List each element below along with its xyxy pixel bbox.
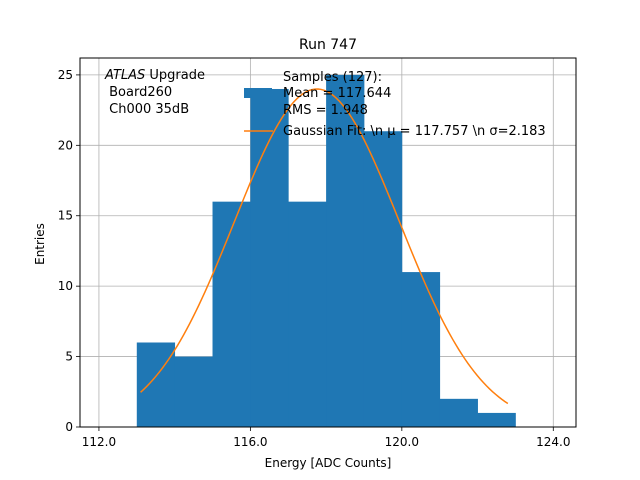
y-axis-ticks: 0 5 10 15 20 25 <box>58 68 80 434</box>
legend-hist-swatch <box>244 88 272 98</box>
histogram-bar <box>174 356 213 427</box>
histogram-bar <box>477 412 516 427</box>
y-tick-label: 5 <box>65 350 73 364</box>
annotation-channel: Ch000 35dB <box>105 102 189 117</box>
x-axis-ticks: 112.0 116.0 120.0 124.0 <box>82 427 570 449</box>
histogram-bar <box>250 88 289 427</box>
annotation-atlas: ATLAS <box>104 68 145 83</box>
legend-fit-label: Gaussian Fit: \n μ = 117.757 \n σ=2.183 <box>283 124 546 139</box>
x-tick-label: 112.0 <box>82 435 116 449</box>
x-tick-label: 124.0 <box>536 435 570 449</box>
annotation-board: Board260 <box>105 85 172 100</box>
legend: Samples (127): Mean = 117.644 RMS = 1.94… <box>244 70 546 139</box>
y-tick-label: 20 <box>58 138 73 152</box>
x-axis-label: Energy [ADC Counts] <box>265 456 392 470</box>
y-tick-label: 0 <box>65 420 73 434</box>
histogram-bar <box>363 131 403 428</box>
histogram-bar <box>136 342 176 427</box>
annotation-upgrade: Upgrade <box>145 68 205 83</box>
gaussian-fit-curve <box>140 88 509 405</box>
histogram-bar <box>401 272 441 427</box>
histogram-bars <box>136 74 516 428</box>
x-tick-label: 116.0 <box>233 435 267 449</box>
chart-title: Run 747 <box>299 37 357 53</box>
svg-text:ATLAS Upgrade: ATLAS Upgrade <box>104 68 205 83</box>
legend-hist-label: Samples (127): Mean = 117.644 RMS = 1.94… <box>283 70 395 118</box>
gaussian-fit-line <box>140 88 509 405</box>
atlas-annotation: ATLAS Upgrade Board260 Ch000 35dB <box>104 68 205 117</box>
histogram-bar <box>288 201 327 427</box>
y-tick-label: 15 <box>58 209 73 223</box>
histogram-bar <box>212 201 251 427</box>
plot-frame <box>79 57 577 428</box>
y-tick-label: 25 <box>58 68 73 82</box>
histogram-bar <box>439 398 478 427</box>
y-axis-label: Entries <box>33 223 47 265</box>
y-tick-label: 10 <box>58 279 73 293</box>
histogram-bar <box>326 74 365 428</box>
x-tick-label: 120.0 <box>385 435 419 449</box>
